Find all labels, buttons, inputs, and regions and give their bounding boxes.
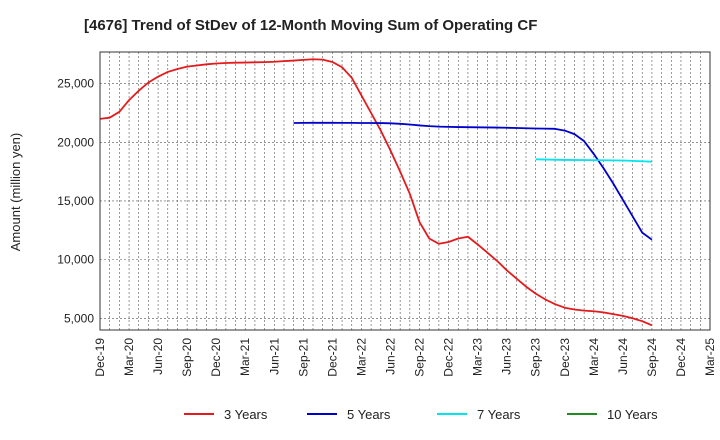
x-tick-labels: Dec-19 Mar-20 Jun-20 Sep-20 Dec-20 Mar-21 Jun-… (93, 338, 717, 377)
x-tick-label: Jun-23 (500, 338, 514, 375)
plot-frame (99, 51, 711, 331)
x-tick-label: Dec-23 (558, 338, 572, 377)
x-tick-label: Dec-21 (325, 338, 339, 377)
grid-layer (99, 52, 711, 330)
x-tick-label: Mar-25 (703, 338, 717, 376)
x-tick-label: Sep-20 (180, 338, 194, 377)
x-tick-label: Sep-24 (645, 338, 659, 377)
x-tick-label: Dec-19 (93, 338, 107, 377)
series-line-3-years (99, 58, 653, 327)
x-tick-label: Sep-21 (296, 338, 310, 377)
legend-label: 3 Years (224, 407, 268, 422)
x-tick-label: Mar-20 (122, 338, 136, 376)
x-tick-label: Jun-24 (616, 338, 630, 375)
y-tick-label: 10,000 (57, 253, 94, 267)
y-tick-label: 25,000 (57, 77, 94, 91)
series-layer (99, 58, 653, 327)
x-tick-label: Mar-23 (471, 338, 485, 376)
legend-label: 10 Years (607, 407, 658, 422)
x-tick-label: Mar-21 (238, 338, 252, 376)
x-tick-label: Jun-21 (267, 338, 281, 375)
legend-label: 5 Years (347, 407, 391, 422)
y-tick-label: 5,000 (64, 311, 94, 325)
x-tick-label: Jun-22 (383, 338, 397, 375)
legend: 3 Years 5 Years 7 Years 10 Years (184, 407, 658, 422)
y-tick-label: 20,000 (57, 135, 94, 149)
x-tick-label: Dec-22 (442, 338, 456, 377)
y-axis-label: Amount (million yen) (8, 133, 23, 252)
x-tick-label: Mar-22 (354, 338, 368, 376)
y-tick-label: 15,000 (57, 194, 94, 208)
x-tick-label: Sep-22 (413, 338, 427, 377)
x-tick-label: Dec-24 (674, 338, 688, 377)
x-tick-label: Jun-20 (151, 338, 165, 375)
x-tick-label: Dec-20 (209, 338, 223, 377)
x-tick-label: Sep-23 (529, 338, 543, 377)
y-tick-labels: 5,000 10,000 15,000 20,000 25,000 (57, 77, 94, 326)
chart-title: [4676] Trend of StDev of 12-Month Moving… (84, 17, 537, 34)
x-tick-label: Mar-24 (587, 338, 601, 376)
series-line-5-years (293, 121, 653, 241)
legend-label: 7 Years (477, 407, 521, 422)
series-line-7-years (535, 158, 652, 163)
